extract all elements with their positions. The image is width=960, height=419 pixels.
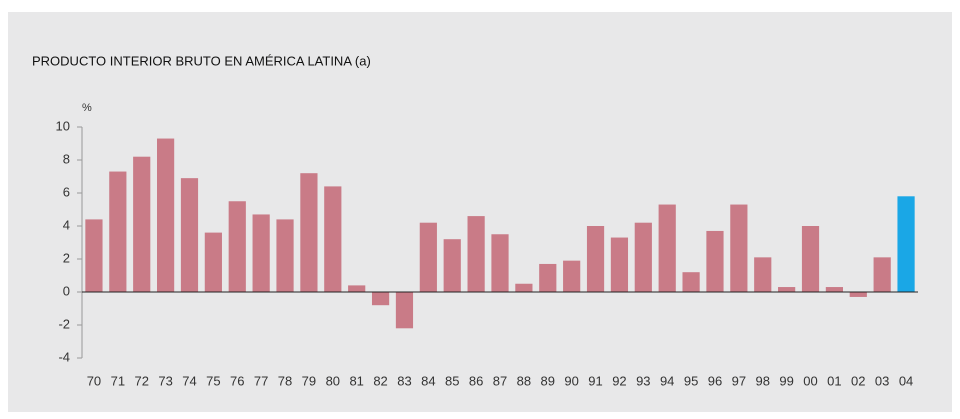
bar xyxy=(324,186,342,292)
bar xyxy=(539,263,557,292)
x-tick-label: 85 xyxy=(445,373,459,388)
chart-title: PRODUCTO INTERIOR BRUTO EN AMÉRICA LATIN… xyxy=(32,53,371,68)
bar xyxy=(300,173,318,292)
x-tick-label: 02 xyxy=(851,373,865,388)
bar xyxy=(252,214,270,292)
x-tick-label: 79 xyxy=(302,373,316,388)
x-tick-label: 89 xyxy=(541,373,555,388)
bar xyxy=(682,272,700,292)
x-tick-label: 96 xyxy=(708,373,722,388)
bar xyxy=(395,292,414,329)
x-tick-label: 95 xyxy=(684,373,698,388)
bar xyxy=(371,292,390,306)
x-tick-label: 73 xyxy=(158,373,172,388)
bar xyxy=(276,219,294,292)
x-tick-label: 86 xyxy=(469,373,483,388)
x-tick-label: 72 xyxy=(134,373,148,388)
x-tick-label: 81 xyxy=(349,373,363,388)
bar xyxy=(778,287,796,292)
bar xyxy=(563,260,581,292)
x-tick-label: 94 xyxy=(660,373,674,388)
bar xyxy=(730,204,748,292)
bar xyxy=(419,222,437,292)
bar xyxy=(467,216,485,292)
y-axis-label: % xyxy=(82,102,92,114)
bar xyxy=(849,292,867,297)
x-tick-label: 97 xyxy=(732,373,746,388)
x-tick-label: 70 xyxy=(87,373,101,388)
bar xyxy=(157,138,175,292)
y-tick-label: -4 xyxy=(58,349,70,364)
bar xyxy=(348,285,366,292)
y-tick-label: 10 xyxy=(56,118,70,133)
y-tick-label: -2 xyxy=(58,316,70,331)
x-tick-label: 71 xyxy=(111,373,125,388)
y-tick-label: 8 xyxy=(63,151,70,166)
bar xyxy=(85,219,103,292)
bar xyxy=(897,196,915,292)
bar xyxy=(634,222,652,292)
x-tick-label: 84 xyxy=(421,373,435,388)
x-tick-label: 78 xyxy=(278,373,292,388)
x-tick-label: 88 xyxy=(517,373,531,388)
y-tick-label: 2 xyxy=(63,250,70,265)
x-tick-label: 87 xyxy=(493,373,507,388)
bar xyxy=(109,171,127,292)
bar xyxy=(443,239,461,292)
bar xyxy=(586,226,605,292)
x-tick-label: 83 xyxy=(397,373,411,388)
bar xyxy=(491,234,509,292)
x-tick-label: 98 xyxy=(756,373,770,388)
x-tick-label: 01 xyxy=(827,373,841,388)
x-tick-label: 77 xyxy=(254,373,268,388)
x-tick-label: 92 xyxy=(612,373,626,388)
x-tick-label: 93 xyxy=(636,373,650,388)
x-tick-label: 75 xyxy=(206,373,220,388)
bar xyxy=(754,257,772,292)
y-tick-label: 6 xyxy=(63,184,70,199)
bar xyxy=(133,156,151,292)
bar xyxy=(801,226,820,292)
x-tick-label: 82 xyxy=(373,373,387,388)
bar xyxy=(825,287,843,292)
x-tick-label: 04 xyxy=(899,373,913,388)
bar xyxy=(706,230,724,292)
bar xyxy=(180,178,199,292)
x-tick-label: 03 xyxy=(875,373,889,388)
bar xyxy=(658,204,676,292)
bar xyxy=(228,201,246,292)
bar xyxy=(873,257,891,292)
bar xyxy=(204,232,222,292)
x-tick-label: 99 xyxy=(779,373,793,388)
y-tick-label: 0 xyxy=(63,283,70,298)
x-tick-label: 76 xyxy=(230,373,244,388)
x-tick-label: 91 xyxy=(588,373,602,388)
x-tick-label: 00 xyxy=(803,373,817,388)
bar xyxy=(515,283,533,292)
x-tick-label: 80 xyxy=(326,373,340,388)
bar xyxy=(610,237,629,292)
y-tick-label: 4 xyxy=(63,217,70,232)
x-tick-label: 90 xyxy=(564,373,578,388)
x-tick-label: 74 xyxy=(182,373,196,388)
